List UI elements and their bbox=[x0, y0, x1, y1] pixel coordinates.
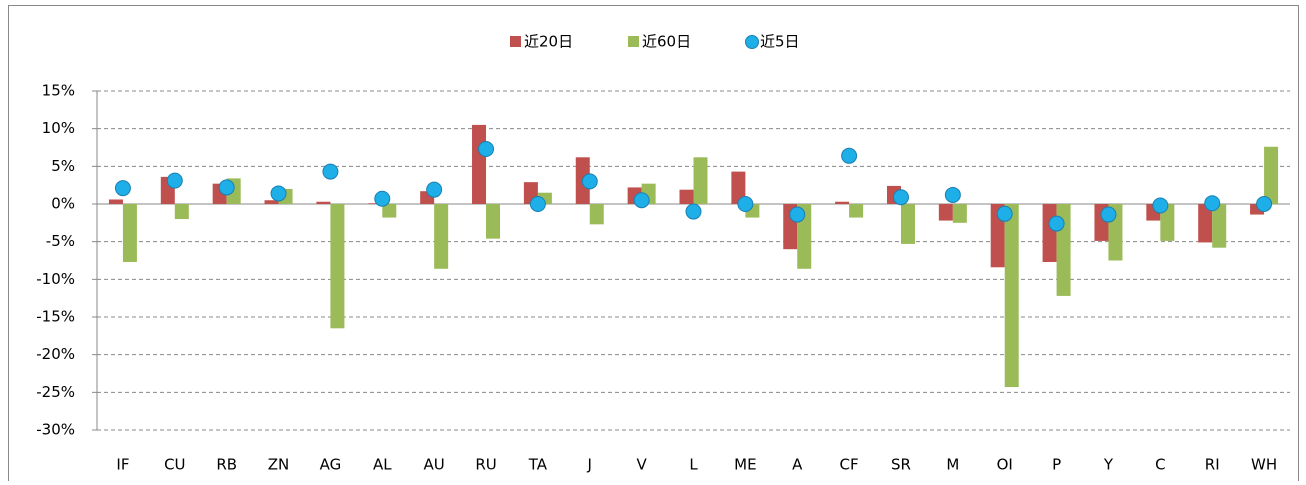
y-tick-label: 0% bbox=[51, 195, 75, 213]
dot bbox=[737, 196, 754, 212]
bar bbox=[1250, 204, 1265, 215]
bar bbox=[537, 192, 552, 204]
bar bbox=[1198, 204, 1213, 243]
dot bbox=[426, 181, 443, 198]
legend-marker bbox=[628, 36, 639, 47]
dot bbox=[996, 205, 1013, 222]
dot bbox=[944, 186, 961, 203]
x-tick-label: L bbox=[689, 456, 698, 474]
dot bbox=[892, 189, 909, 206]
dot bbox=[114, 180, 131, 197]
bar bbox=[900, 204, 915, 244]
bar bbox=[434, 204, 449, 269]
bar bbox=[472, 124, 487, 204]
bar bbox=[108, 199, 123, 204]
dot bbox=[529, 196, 546, 212]
dot bbox=[789, 206, 806, 223]
dot bbox=[633, 192, 650, 209]
bar bbox=[731, 171, 746, 204]
dot bbox=[1256, 196, 1273, 212]
bar bbox=[486, 204, 501, 239]
x-tick-label: RU bbox=[475, 456, 496, 474]
x-tick-label: AL bbox=[373, 456, 392, 474]
y-tick-label: -25% bbox=[36, 383, 75, 401]
x-tick-label: Y bbox=[1103, 456, 1114, 474]
bar bbox=[316, 201, 331, 204]
bar bbox=[1264, 146, 1279, 204]
y-tick-label: -10% bbox=[36, 270, 75, 288]
x-tick-label: TA bbox=[528, 456, 548, 474]
dot bbox=[166, 172, 183, 189]
bar bbox=[382, 204, 397, 218]
x-tick-label: IF bbox=[116, 456, 129, 474]
bar bbox=[1042, 204, 1057, 263]
x-tick-label: C bbox=[1155, 456, 1165, 474]
bar bbox=[122, 204, 137, 263]
y-tick-label: -30% bbox=[36, 421, 75, 439]
x-tick-label: OI bbox=[997, 456, 1013, 474]
y-tick-label: -20% bbox=[36, 345, 75, 363]
x-tick-label: SR bbox=[891, 456, 911, 474]
bar bbox=[1004, 204, 1019, 388]
legend-label: 近60日 bbox=[642, 33, 691, 51]
dot bbox=[1100, 206, 1117, 223]
bar bbox=[368, 203, 383, 204]
bar bbox=[330, 204, 345, 329]
x-tick-label: ZN bbox=[268, 456, 290, 474]
bar bbox=[938, 204, 953, 221]
dot bbox=[841, 147, 858, 164]
legend-label: 近20日 bbox=[524, 33, 573, 51]
x-tick-label: AU bbox=[424, 456, 445, 474]
dot bbox=[1204, 195, 1221, 212]
y-tick-label: 15% bbox=[42, 82, 75, 100]
x-tick-label: RI bbox=[1205, 456, 1220, 474]
x-tick-label: WH bbox=[1251, 456, 1277, 474]
bar bbox=[174, 204, 189, 220]
dot bbox=[581, 173, 598, 190]
y-tick-label: 5% bbox=[51, 157, 75, 175]
bar bbox=[952, 204, 967, 223]
x-tick-label: M bbox=[946, 456, 959, 474]
bar bbox=[1212, 204, 1227, 248]
bar bbox=[589, 204, 604, 225]
bar bbox=[835, 201, 850, 204]
x-tick-label: V bbox=[636, 456, 647, 474]
bar bbox=[1160, 204, 1175, 241]
x-tick-label: CF bbox=[840, 456, 859, 474]
y-tick-label: 10% bbox=[42, 119, 75, 137]
bar bbox=[679, 189, 694, 204]
x-tick-label: AG bbox=[320, 456, 342, 474]
x-tick-label: J bbox=[587, 456, 592, 474]
dot bbox=[270, 185, 287, 202]
legend-label: 近5日 bbox=[760, 33, 800, 51]
x-tick-label: ME bbox=[734, 456, 756, 474]
bar bbox=[264, 200, 279, 204]
bar bbox=[693, 157, 708, 204]
y-tick-label: -15% bbox=[36, 308, 75, 326]
x-tick-label: CU bbox=[164, 456, 185, 474]
x-tick-label: RB bbox=[216, 456, 237, 474]
y-tick-label: -5% bbox=[46, 232, 75, 250]
legend-marker bbox=[745, 35, 759, 49]
dot bbox=[218, 179, 235, 196]
dot bbox=[322, 163, 339, 180]
dot bbox=[478, 141, 495, 158]
dot bbox=[374, 190, 391, 207]
dot bbox=[685, 203, 702, 220]
bar bbox=[849, 204, 864, 218]
x-tick-label: P bbox=[1052, 456, 1061, 474]
x-tick-label: A bbox=[792, 456, 803, 474]
dot bbox=[1152, 197, 1169, 214]
legend-marker bbox=[510, 36, 521, 47]
chart-frame bbox=[8, 5, 1299, 485]
dot bbox=[1048, 215, 1065, 232]
